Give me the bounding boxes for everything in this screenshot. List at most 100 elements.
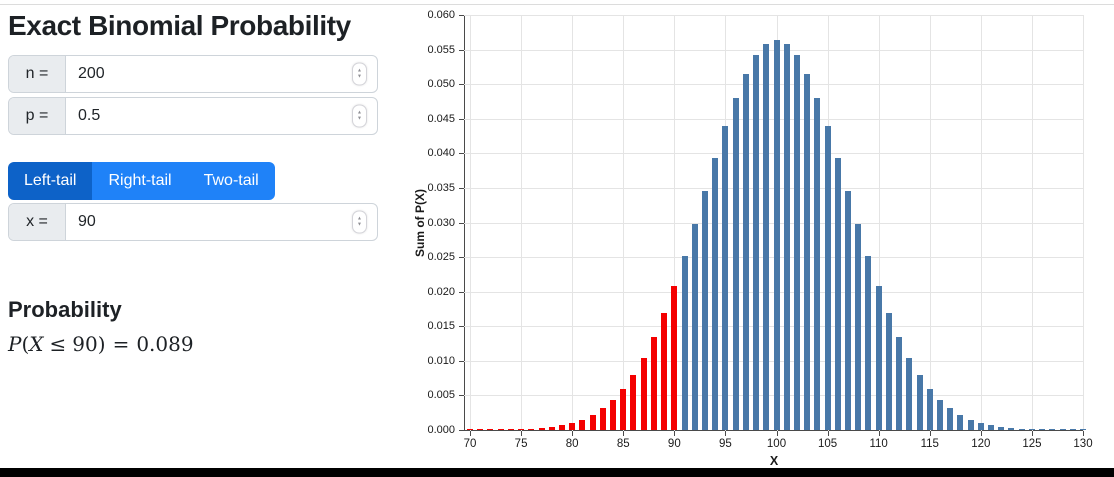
x-tick-label: 100 bbox=[766, 438, 787, 450]
result-section: Probability P(X ≤90) = 0.089 bbox=[8, 297, 378, 356]
left-tail-bar bbox=[528, 428, 535, 430]
x-tick-label: 75 bbox=[514, 438, 528, 450]
x-tick-label: 105 bbox=[817, 438, 838, 450]
x-tick bbox=[470, 431, 471, 436]
tail-tab-group: Left-tail Right-tail Two-tail bbox=[8, 162, 275, 200]
y-tick bbox=[459, 84, 464, 86]
x-gridline bbox=[674, 15, 676, 431]
left-tail-bar bbox=[579, 419, 586, 430]
y-tick bbox=[459, 49, 464, 51]
y-tick-label: 0.025 bbox=[427, 251, 455, 264]
y-tick bbox=[459, 15, 464, 16]
left-tail-bar bbox=[477, 429, 484, 430]
y-tick bbox=[459, 118, 464, 120]
n-label: n = bbox=[9, 56, 66, 92]
x-input[interactable] bbox=[66, 204, 377, 240]
x-tick bbox=[1083, 431, 1084, 436]
stepper-up-icon[interactable]: ▲ bbox=[357, 215, 362, 222]
left-tail-bar bbox=[518, 429, 525, 430]
left-tail-bar bbox=[467, 429, 473, 430]
formula-equals: = bbox=[112, 332, 130, 356]
stepper-down-icon[interactable]: ▼ bbox=[357, 221, 362, 228]
y-tick-label: 0.060 bbox=[427, 9, 455, 21]
distribution-bar bbox=[793, 55, 800, 430]
x-stepper-icon[interactable]: ▲ ▼ bbox=[352, 210, 367, 234]
stepper-down-icon[interactable]: ▼ bbox=[357, 73, 362, 80]
distribution-bar bbox=[804, 73, 811, 430]
x-tick-label: 90 bbox=[667, 438, 681, 450]
distribution-bar bbox=[763, 44, 770, 430]
distribution-bar bbox=[1069, 429, 1076, 430]
x-gridline bbox=[1083, 15, 1084, 431]
distribution-bar bbox=[814, 97, 821, 430]
p-label: p = bbox=[9, 98, 66, 134]
x-tick bbox=[572, 431, 574, 436]
y-tick-label: 0.040 bbox=[427, 147, 455, 160]
formula-close-paren: ) bbox=[97, 332, 106, 356]
distribution-bar bbox=[885, 313, 892, 430]
x-tick bbox=[674, 431, 676, 436]
distribution-bar bbox=[865, 256, 872, 430]
n-input-group: n = ▲ ▼ bbox=[8, 55, 378, 93]
left-tail-bar bbox=[497, 429, 504, 430]
left-tail-bar bbox=[650, 337, 657, 430]
left-tail-bar bbox=[671, 286, 678, 430]
x-tick-label: 130 bbox=[1073, 438, 1093, 450]
y-tick bbox=[459, 360, 464, 362]
x-gridline bbox=[980, 15, 982, 431]
y-tick-label: 0.030 bbox=[427, 216, 455, 229]
distribution-bar bbox=[824, 126, 831, 430]
x-gridline bbox=[470, 15, 471, 431]
x-tick bbox=[623, 431, 625, 436]
stepper-down-icon[interactable]: ▼ bbox=[357, 115, 362, 122]
x-tick-label: 80 bbox=[565, 438, 579, 450]
stepper-up-icon[interactable]: ▲ bbox=[357, 109, 362, 116]
distribution-bar bbox=[753, 55, 760, 430]
x-tick-label: 125 bbox=[1022, 438, 1042, 450]
y-tick-label: 0.035 bbox=[427, 181, 455, 194]
n-stepper-icon[interactable]: ▲ ▼ bbox=[352, 62, 367, 86]
x-tick-label: 115 bbox=[920, 438, 939, 450]
y-tick bbox=[459, 395, 464, 397]
x-axis-line bbox=[464, 430, 1084, 431]
distribution-bar bbox=[947, 408, 954, 430]
distribution-bar bbox=[773, 40, 780, 430]
left-tail-bar bbox=[589, 414, 596, 430]
formula-probability-value: 0.089 bbox=[136, 332, 194, 356]
left-tail-bar bbox=[569, 422, 576, 430]
distribution-bar bbox=[691, 224, 698, 430]
y-tick bbox=[459, 291, 464, 293]
left-tail-bar bbox=[507, 429, 514, 430]
distribution-bar bbox=[957, 414, 964, 430]
x-gridline bbox=[1031, 15, 1033, 431]
x-gridline bbox=[521, 15, 523, 431]
window-bottom-edge bbox=[0, 468, 1114, 477]
n-input[interactable] bbox=[66, 56, 377, 92]
x-tick-label: 70 bbox=[463, 438, 477, 450]
window-top-edge bbox=[0, 4, 1114, 5]
y-tick bbox=[459, 187, 464, 189]
distribution-bar bbox=[681, 256, 688, 430]
controls-panel: Exact Binomial Probability n = ▲ ▼ p = ▲… bbox=[8, 6, 378, 356]
y-tick-label: 0.000 bbox=[427, 424, 455, 436]
formula-relation: ≤ bbox=[49, 332, 67, 356]
p-input[interactable] bbox=[66, 98, 377, 134]
x-tick-label: 95 bbox=[719, 438, 732, 450]
tab-left-tail[interactable]: Left-tail bbox=[8, 162, 93, 200]
y-tick-label: 0.045 bbox=[427, 112, 455, 125]
tab-right-tail[interactable]: Right-tail bbox=[92, 162, 188, 200]
distribution-bar bbox=[1018, 428, 1025, 430]
p-stepper-icon[interactable]: ▲ ▼ bbox=[352, 104, 367, 128]
distribution-bar bbox=[1080, 429, 1086, 430]
x-tick bbox=[929, 431, 931, 436]
distribution-bar bbox=[916, 374, 923, 430]
tab-two-tail[interactable]: Two-tail bbox=[187, 162, 275, 200]
distribution-bar bbox=[834, 157, 841, 430]
distribution-bar bbox=[1039, 429, 1046, 430]
x-tick bbox=[725, 431, 727, 436]
stepper-up-icon[interactable]: ▲ bbox=[357, 67, 362, 74]
y-tick bbox=[459, 326, 464, 328]
y-tick bbox=[459, 153, 464, 155]
x-gridline bbox=[878, 15, 880, 431]
y-tick-label: 0.050 bbox=[427, 78, 455, 91]
